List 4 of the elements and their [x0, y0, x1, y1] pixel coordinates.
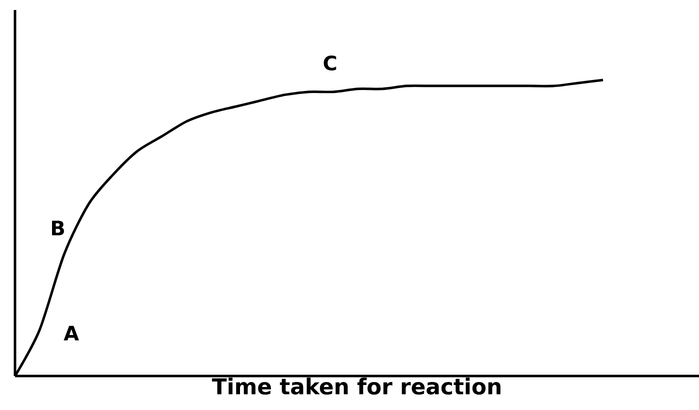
annotation: B — [52, 220, 64, 236]
annotation: A — [64, 326, 79, 340]
text: C — [324, 55, 336, 71]
x-axis-title: Time taken for reaction — [212, 378, 500, 395]
